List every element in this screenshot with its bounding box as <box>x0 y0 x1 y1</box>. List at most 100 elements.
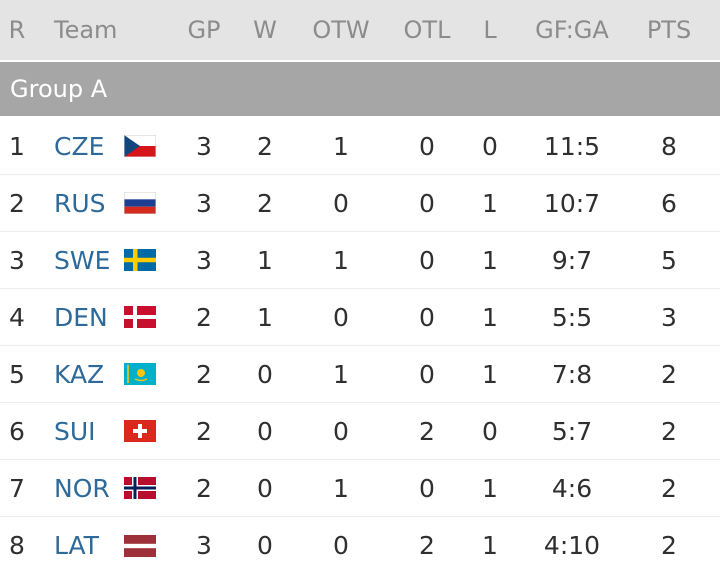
header-gfga: GF:GA <box>535 16 609 44</box>
l-cell: 1 <box>482 531 498 560</box>
team-link[interactable]: KAZ <box>54 359 105 389</box>
otl-cell: 0 <box>419 359 435 389</box>
team-link[interactable]: DEN <box>54 302 108 332</box>
norway-flag-icon <box>124 477 156 499</box>
gfga-cell: 5:7 <box>551 416 593 446</box>
otw-cell: 1 <box>333 245 349 275</box>
table-row: 5 KAZ 2 0 1 0 1 7:8 2 <box>0 346 720 403</box>
l-cell: 1 <box>482 188 498 218</box>
header-l: L <box>483 16 497 44</box>
otl-cell: 0 <box>419 245 435 275</box>
gfga-cell: 7:8 <box>551 359 593 389</box>
w-cell: 1 <box>257 245 273 275</box>
team-cell[interactable]: SWE <box>54 232 164 288</box>
gfga-cell: 4:6 <box>551 473 593 503</box>
table-row: 7 NOR 2 0 1 0 1 4:6 2 <box>0 460 720 517</box>
pts-cell: 3 <box>661 302 677 332</box>
otl-cell: 0 <box>419 188 435 218</box>
team-link[interactable]: SWE <box>54 245 111 275</box>
team-cell[interactable]: DEN <box>54 289 164 345</box>
pts-cell: 2 <box>661 416 677 446</box>
l-cell: 1 <box>482 245 498 275</box>
gp-cell: 3 <box>196 245 212 275</box>
gfga-cell: 5:5 <box>551 302 593 332</box>
rank-cell: 6 <box>9 416 25 446</box>
header-w: W <box>253 16 277 44</box>
gfga-cell: 4:10 <box>543 531 601 560</box>
pts-cell: 2 <box>661 359 677 389</box>
team-cell[interactable]: LAT <box>54 517 164 574</box>
table-row: 2 RUS 3 2 0 0 1 10:7 6 <box>0 175 720 232</box>
gp-cell: 3 <box>196 188 212 218</box>
gp-cell: 2 <box>196 359 212 389</box>
otw-cell: 1 <box>333 359 349 389</box>
pts-cell: 8 <box>661 131 677 161</box>
w-cell: 1 <box>257 302 273 332</box>
switzerland-flag-icon <box>124 420 156 442</box>
table-row: 4 DEN 2 1 0 0 1 5:5 3 <box>0 289 720 346</box>
l-cell: 1 <box>482 473 498 503</box>
denmark-flag-icon <box>124 306 156 328</box>
otl-cell: 0 <box>419 473 435 503</box>
czech-flag-icon <box>124 135 156 157</box>
otw-cell: 0 <box>333 416 349 446</box>
pts-cell: 5 <box>661 245 677 275</box>
w-cell: 0 <box>257 359 273 389</box>
gp-cell: 3 <box>196 531 212 560</box>
otw-cell: 0 <box>333 188 349 218</box>
gfga-cell: 11:5 <box>543 131 601 161</box>
gfga-cell: 10:7 <box>543 188 601 218</box>
gp-cell: 3 <box>196 131 212 161</box>
table-row: 6 SUI 2 0 0 2 0 5:7 2 <box>0 403 720 460</box>
team-link[interactable]: NOR <box>54 473 110 503</box>
team-cell[interactable]: SUI <box>54 403 164 459</box>
rank-cell: 8 <box>9 531 25 560</box>
russia-flag-icon <box>124 192 156 214</box>
kazakhstan-flag-icon <box>124 363 156 385</box>
gp-cell: 2 <box>196 416 212 446</box>
header-rank: R <box>8 16 26 44</box>
rank-cell: 3 <box>9 245 25 275</box>
w-cell: 0 <box>257 531 273 560</box>
w-cell: 0 <box>257 473 273 503</box>
otl-cell: 0 <box>419 131 435 161</box>
team-cell[interactable]: KAZ <box>54 346 164 402</box>
otw-cell: 1 <box>333 473 349 503</box>
gfga-cell: 9:7 <box>551 245 593 275</box>
l-cell: 0 <box>482 416 498 446</box>
table-header: R Team GP W OTW OTL L GF:GA PTS <box>0 0 720 60</box>
rank-cell: 2 <box>9 188 25 218</box>
group-header: Group A <box>0 62 720 116</box>
otw-cell: 1 <box>333 131 349 161</box>
team-cell[interactable]: CZE <box>54 118 164 174</box>
group-title: Group A <box>10 75 108 103</box>
header-team: Team <box>54 16 118 44</box>
team-cell[interactable]: RUS <box>54 175 164 231</box>
latvia-flag-icon <box>124 534 156 557</box>
rank-cell: 1 <box>9 131 25 161</box>
pts-cell: 6 <box>661 188 677 218</box>
team-link[interactable]: SUI <box>54 416 96 446</box>
otw-cell: 0 <box>333 531 349 560</box>
team-link[interactable]: CZE <box>54 131 105 161</box>
l-cell: 1 <box>482 302 498 332</box>
team-link[interactable]: RUS <box>54 188 106 218</box>
table-row: 3 SWE 3 1 1 0 1 9:7 5 <box>0 232 720 289</box>
rank-cell: 5 <box>9 359 25 389</box>
otl-cell: 2 <box>419 531 435 560</box>
header-otl: OTL <box>403 16 451 44</box>
header-gp: GP <box>187 16 221 44</box>
header-otw: OTW <box>312 16 370 44</box>
w-cell: 0 <box>257 416 273 446</box>
table-row: 8 LAT 3 0 0 2 1 4:10 2 <box>0 517 720 574</box>
header-pts: PTS <box>646 16 692 44</box>
w-cell: 2 <box>257 188 273 218</box>
team-link[interactable]: LAT <box>54 531 99 560</box>
team-cell[interactable]: NOR <box>54 460 164 516</box>
otw-cell: 0 <box>333 302 349 332</box>
gp-cell: 2 <box>196 302 212 332</box>
table-row: 1 CZE 3 2 1 0 0 11:5 8 <box>0 118 720 175</box>
rank-cell: 4 <box>9 302 25 332</box>
gp-cell: 2 <box>196 473 212 503</box>
